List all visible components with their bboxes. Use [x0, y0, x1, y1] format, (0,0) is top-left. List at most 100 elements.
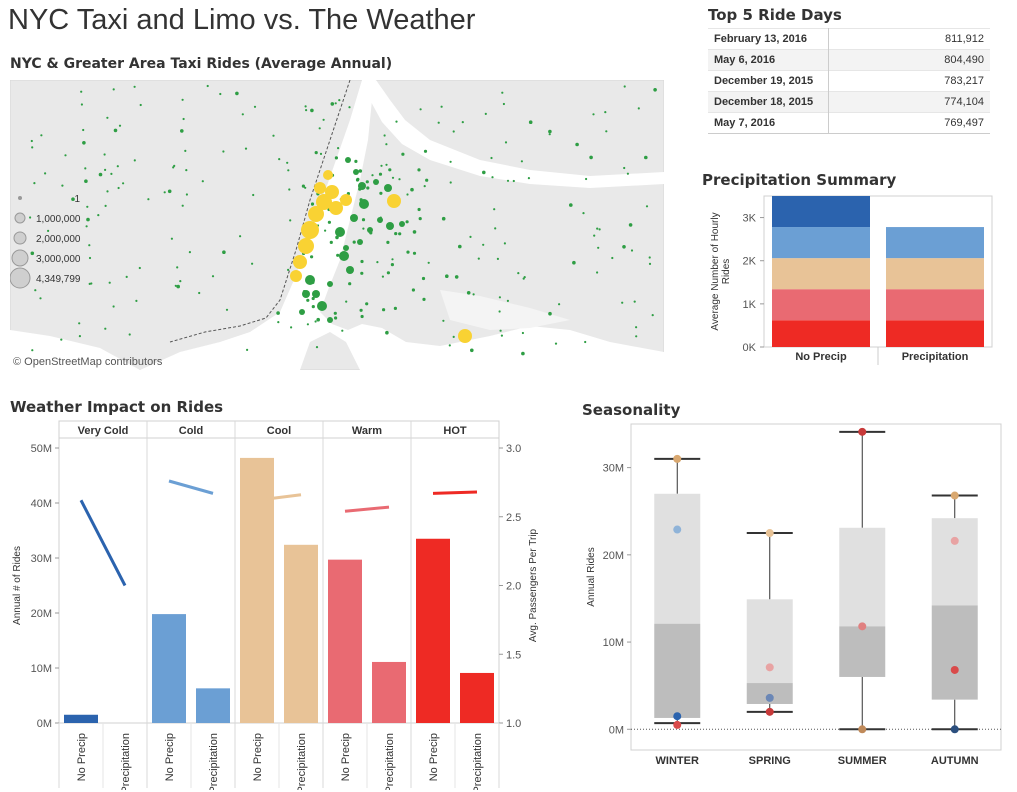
box-lower — [746, 683, 793, 704]
map-dot — [172, 166, 175, 169]
group-label: Very Cold — [78, 425, 129, 437]
map-dot — [623, 85, 626, 88]
x-tick-label: No Precip — [340, 733, 352, 781]
map-dot — [626, 172, 630, 175]
map-dot — [80, 103, 83, 106]
y-tick-label: 20M — [31, 608, 52, 620]
map-dot — [138, 266, 141, 270]
map-dot — [382, 308, 386, 312]
ride-bar — [328, 559, 362, 723]
map-dot — [318, 127, 321, 130]
map-dot — [167, 189, 172, 194]
map-dot — [185, 193, 188, 196]
table-cell: December 19, 2015 — [708, 70, 829, 92]
map-dot — [222, 150, 225, 153]
data-point — [673, 712, 682, 721]
passenger-line — [256, 493, 302, 502]
map-yellow-cluster — [290, 170, 472, 343]
table-row[interactable]: May 6, 2016 804,490 — [708, 49, 990, 71]
map-dot — [635, 335, 638, 338]
seasonality-chart[interactable]: 0M 10M 20M 30M Annual Rides WINTER SPRING SUMME… — [575, 420, 1007, 768]
map-dot — [517, 272, 520, 275]
group-label: Cool — [267, 425, 291, 437]
map-attribution[interactable]: © OpenStreetMap contributors — [13, 356, 163, 368]
map-dot — [211, 275, 215, 278]
map-dot — [253, 105, 257, 108]
map-dot — [31, 146, 34, 149]
map-dot — [470, 348, 474, 353]
taxi-map[interactable]: 1 1,000,000 2,000,000 3,000,000 4,349,79… — [10, 80, 664, 370]
map-dot — [391, 176, 395, 179]
table-row[interactable]: February 13, 2016 811,912 — [708, 28, 990, 50]
map-dot — [314, 151, 318, 155]
map-dot — [348, 106, 351, 109]
precip-title: Precipitation Summary — [702, 171, 897, 189]
y-tick-label: 30M — [31, 553, 52, 565]
bar-segment — [772, 289, 870, 321]
map-dot — [360, 259, 364, 264]
y-tick-label: 0M — [609, 724, 624, 736]
map-dot — [472, 293, 475, 296]
map-dot — [176, 266, 179, 269]
table-cell: February 13, 2016 — [708, 28, 829, 50]
map-dot — [304, 186, 307, 189]
map-dot — [29, 216, 32, 219]
map-dot — [188, 251, 191, 254]
map-title: NYC & Greater Area Taxi Rides (Average A… — [10, 56, 393, 72]
map-dot — [272, 134, 275, 137]
map-dot — [648, 256, 651, 259]
map-dot — [116, 165, 119, 168]
map-dot — [182, 117, 185, 121]
map-dot — [482, 243, 485, 246]
precipitation-summary-chart[interactable]: 0K 1K 2K 3K Average Number of Hourly Rides No … — [700, 192, 1000, 368]
map-dot — [493, 208, 496, 211]
map-dot — [112, 305, 115, 308]
table-cell: 769,497 — [828, 112, 990, 134]
table-row[interactable]: December 18, 2015 774,104 — [708, 91, 990, 113]
map-dot — [185, 169, 188, 172]
bar-segment — [886, 320, 984, 347]
map-dot — [139, 103, 142, 107]
map-dot — [98, 172, 103, 177]
map-dot — [648, 262, 652, 265]
map-dot — [395, 120, 398, 123]
bar-segment — [772, 227, 870, 259]
map-dot — [582, 212, 585, 215]
data-point — [950, 536, 959, 545]
map-dot — [484, 112, 487, 115]
map-dot — [334, 102, 337, 105]
map-dot — [554, 342, 558, 345]
map-dot — [361, 218, 366, 222]
legend-label: 2,000,000 — [36, 234, 81, 245]
map-dot — [278, 158, 281, 161]
map-dot — [39, 297, 42, 300]
y-tick-label: 2K — [743, 256, 757, 268]
map-dot — [315, 346, 319, 349]
map-dot — [412, 251, 417, 255]
dashboard-title: NYC Taxi and Limo vs. The Weather — [8, 4, 476, 36]
map-dot — [569, 203, 573, 207]
map-dot — [348, 282, 352, 286]
map-dot — [104, 204, 107, 207]
map-dot — [645, 205, 649, 208]
map-dot — [113, 128, 118, 133]
y-axis-label: Annual Rides — [586, 547, 597, 606]
map-dot — [503, 242, 506, 245]
table-cell: May 6, 2016 — [708, 49, 829, 71]
map-dot — [380, 164, 383, 167]
map-dot — [345, 300, 348, 303]
table-row[interactable]: December 19, 2015 783,217 — [708, 70, 990, 92]
map-dot — [104, 327, 107, 330]
map-dot — [449, 160, 452, 163]
weather-impact-chart[interactable]: 0M 10M 20M 30M 40M 50M 1.0 1.5 2.0 2.5 3.0 Annual #… — [8, 418, 553, 790]
map-dot — [252, 193, 255, 197]
map-dot — [84, 167, 87, 170]
table-row[interactable]: May 7, 2016 769,497 — [708, 112, 990, 134]
map-dot — [621, 301, 624, 304]
map-dot — [88, 256, 92, 260]
box-upper — [931, 518, 978, 606]
map-dot — [653, 88, 657, 92]
x-tick-label: No Precip — [795, 351, 847, 363]
map-dot — [306, 298, 310, 302]
table-cell: 811,912 — [828, 28, 990, 50]
